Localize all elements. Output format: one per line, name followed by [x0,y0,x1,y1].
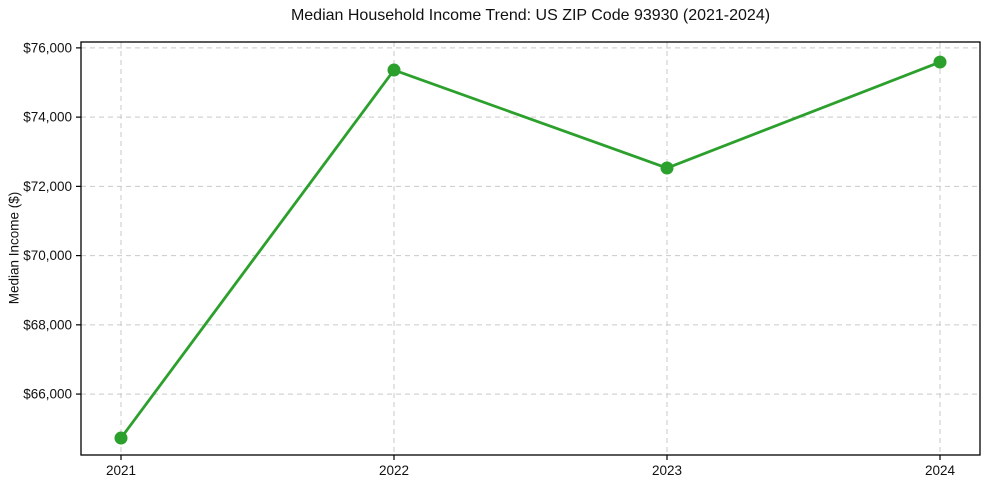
data-point-marker [114,431,128,445]
y-tick-label: $68,000 [23,317,72,332]
y-tick-label: $70,000 [23,248,72,263]
y-tick-label: $74,000 [23,110,72,125]
chart-title: Median Household Income Trend: US ZIP Co… [290,7,771,24]
y-tick-label: $76,000 [23,40,72,55]
y-axis-label: Median Income ($) [6,191,22,305]
x-tick-label: 2022 [379,463,409,478]
y-tick-label: $66,000 [23,387,72,402]
data-point-marker [387,63,401,77]
data-point-marker [933,55,947,69]
x-tick-label: 2023 [652,463,682,478]
y-tick-label: $72,000 [23,179,72,194]
data-point-marker [660,161,674,175]
x-tick-label: 2024 [925,463,956,478]
trend-line [119,60,942,440]
x-tick-label: 2021 [106,463,136,478]
plot-frame [80,41,981,456]
